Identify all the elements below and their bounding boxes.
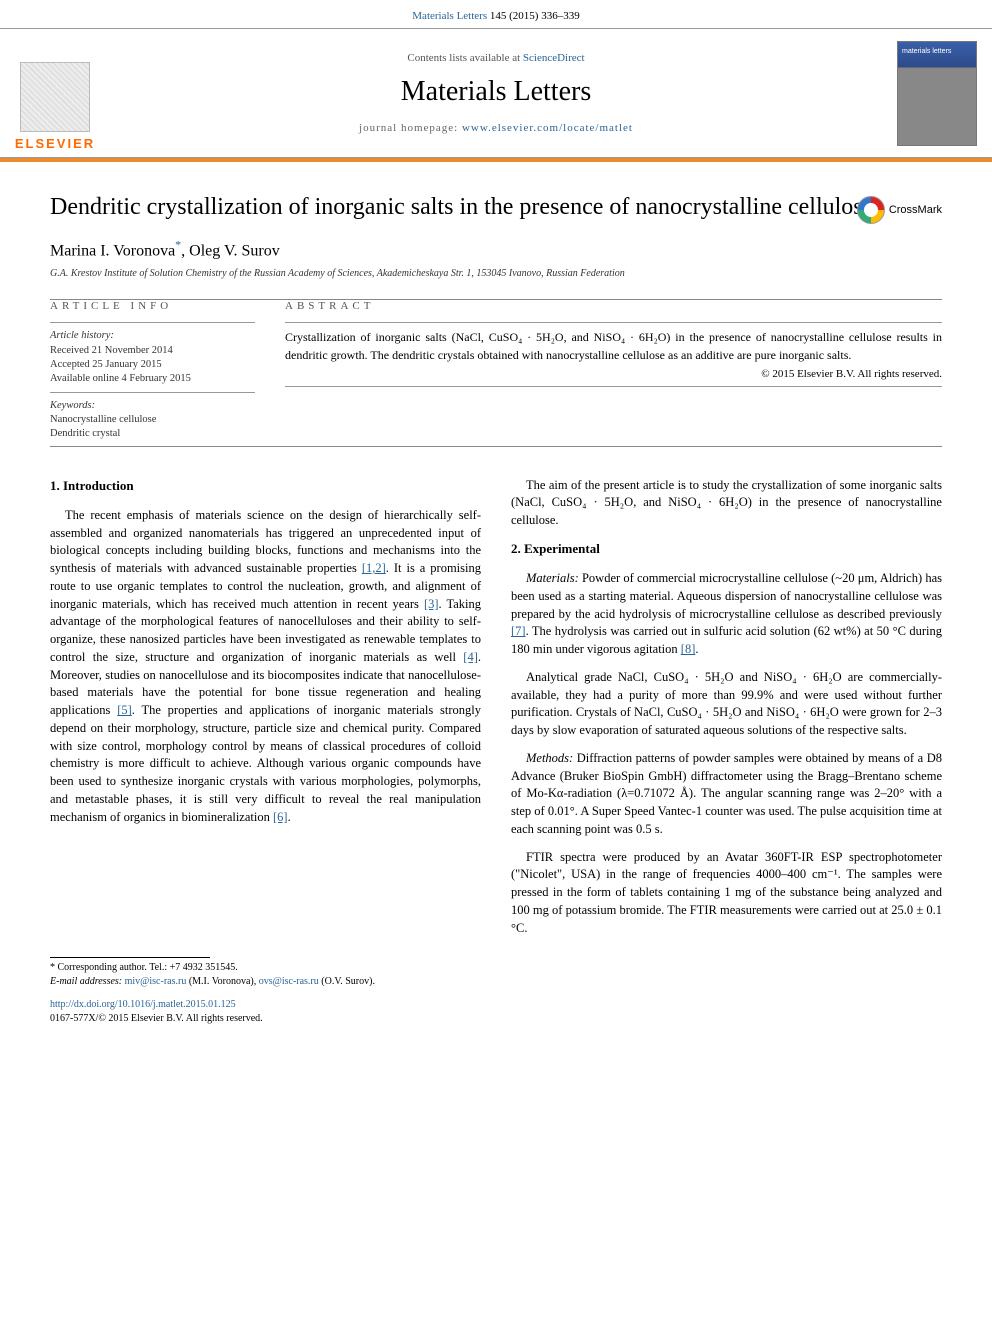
abstract-copyright: © 2015 Elsevier B.V. All rights reserved… <box>285 368 942 380</box>
ref-7[interactable]: [7] <box>511 624 526 638</box>
crossmark-icon <box>857 196 885 224</box>
ref-1-2[interactable]: [1,2] <box>362 561 386 575</box>
issn-copyright: 0167-577X/© 2015 Elsevier B.V. All right… <box>50 1012 942 1026</box>
journal-header-band: ELSEVIER Contents lists available at Sci… <box>0 28 992 158</box>
journal-cover-icon <box>897 41 977 146</box>
ref-4[interactable]: [4] <box>463 650 478 664</box>
journal-homepage-line: journal homepage: www.elsevier.com/locat… <box>359 122 633 134</box>
ref-3[interactable]: [3] <box>424 597 439 611</box>
crossmark-label: CrossMark <box>889 204 942 216</box>
section-1-para-1: The recent emphasis of materials science… <box>50 507 481 827</box>
section-2-para-1: Materials: Powder of commercial microcry… <box>511 570 942 659</box>
contents-available-line: Contents lists available at ScienceDirec… <box>407 52 584 64</box>
author-2: Oleg V. Surov <box>189 242 280 259</box>
publisher-block: ELSEVIER <box>0 29 110 157</box>
crossmark-badge[interactable]: CrossMark <box>857 196 942 224</box>
section-2-para-3: Methods: Diffraction patterns of powder … <box>511 750 942 839</box>
history-received: Received 21 November 2014 <box>50 344 255 358</box>
elsevier-logo-icon <box>20 62 90 132</box>
section-1-head: 1. Introduction <box>50 477 481 495</box>
email-line: E-mail addresses: miv@isc-ras.ru (M.I. V… <box>50 975 942 989</box>
article-body: 1. Introduction The recent emphasis of m… <box>0 447 992 958</box>
ref-8[interactable]: [8] <box>681 642 696 656</box>
cover-block <box>882 29 992 157</box>
history-accepted: Accepted 25 January 2015 <box>50 358 255 372</box>
ref-5[interactable]: [5] <box>117 703 132 717</box>
article-info-head: ARTICLE INFO <box>50 300 255 312</box>
abstract-column: ABSTRACT Crystallization of inorganic sa… <box>285 300 942 441</box>
section-2-para-4: FTIR spectra were produced by an Avatar … <box>511 849 942 938</box>
corresponding-author-note: * Corresponding author. Tel.: +7 4932 35… <box>50 961 942 975</box>
keyword-2: Dendritic crystal <box>50 427 255 441</box>
keywords-label: Keywords: <box>50 399 255 413</box>
section-2-head: 2. Experimental <box>511 540 942 558</box>
ref-6[interactable]: [6] <box>273 810 288 824</box>
section-1-para-2: The aim of the present article is to stu… <box>511 477 942 530</box>
affiliation: G.A. Krestov Institute of Solution Chemi… <box>50 268 942 279</box>
history-label: Article history: <box>50 329 255 343</box>
article-info-column: ARTICLE INFO Article history: Received 2… <box>50 300 255 441</box>
email-1[interactable]: miv@isc-ras.ru <box>125 976 187 987</box>
author-1: Marina I. Voronova <box>50 242 175 259</box>
history-online: Available online 4 February 2015 <box>50 372 255 386</box>
keyword-1: Nanocrystalline cellulose <box>50 413 255 427</box>
publisher-label: ELSEVIER <box>15 136 95 151</box>
page-footer: * Corresponding author. Tel.: +7 4932 35… <box>0 957 992 1045</box>
running-head: Materials Letters 145 (2015) 336–339 <box>0 0 992 28</box>
article-title: Dendritic crystallization of inorganic s… <box>50 192 942 222</box>
journal-title: Materials Letters <box>401 76 591 108</box>
journal-homepage-link[interactable]: www.elsevier.com/locate/matlet <box>462 122 633 134</box>
journal-header-center: Contents lists available at ScienceDirec… <box>110 29 882 157</box>
email-2[interactable]: ovs@isc-ras.ru <box>259 976 319 987</box>
section-2-para-2: Analytical grade NaCl, CuSO₄ · 5H₂O and … <box>511 669 942 740</box>
doi-link[interactable]: http://dx.doi.org/10.1016/j.matlet.2015.… <box>50 999 236 1010</box>
abstract-head: ABSTRACT <box>285 300 942 312</box>
abstract-text: Crystallization of inorganic salts (NaCl… <box>285 329 942 364</box>
running-head-link[interactable]: Materials Letters <box>412 10 487 22</box>
author-list: Marina I. Voronova*, Oleg V. Surov <box>50 238 942 260</box>
sciencedirect-link[interactable]: ScienceDirect <box>523 52 585 64</box>
